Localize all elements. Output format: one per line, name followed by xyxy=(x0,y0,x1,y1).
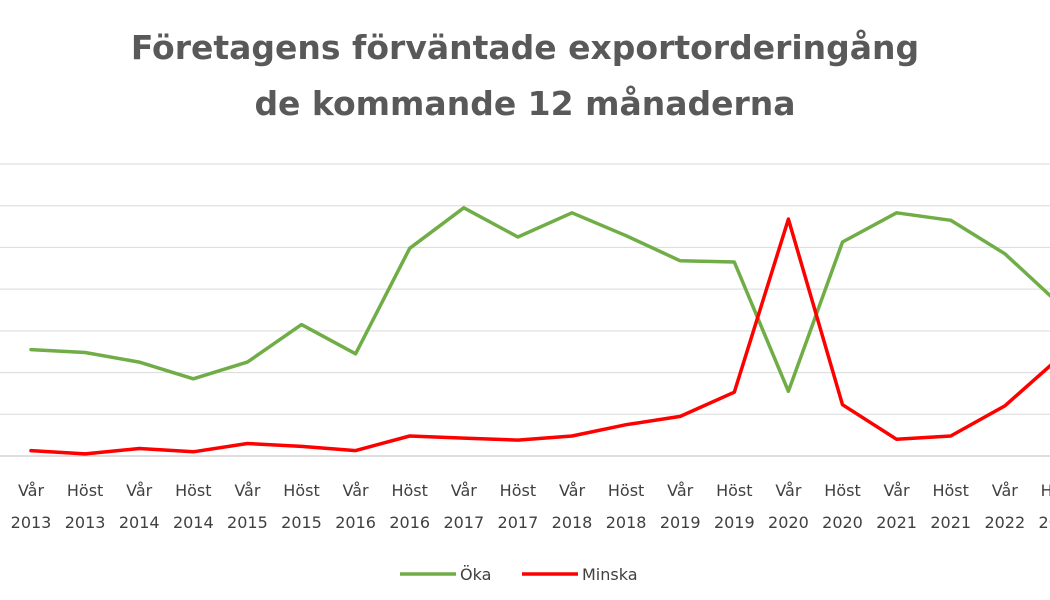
x-tick-label-year: 2016 xyxy=(335,513,376,532)
x-tick-label-season: Höst xyxy=(175,481,211,500)
chart-title-line-2: de kommande 12 månaderna xyxy=(254,84,796,123)
x-tick-label-year: 2017 xyxy=(498,513,539,532)
legend-label-oka: Öka xyxy=(460,565,491,584)
x-tick-label-season: Vår xyxy=(343,481,370,500)
x-tick-label-year: 2016 xyxy=(389,513,430,532)
x-tick-label-season: Vår xyxy=(559,481,586,500)
x-tick-label-year: 2018 xyxy=(606,513,647,532)
x-tick-label-year: 2015 xyxy=(227,513,268,532)
x-tick-label-season: Vår xyxy=(234,481,261,500)
x-tick-label-season: Vår xyxy=(775,481,802,500)
x-tick-label-season: Höst xyxy=(283,481,319,500)
x-tick-label-season: Vår xyxy=(884,481,911,500)
chart-title: Företagens förväntade exportorderingång … xyxy=(0,20,1050,132)
x-tick-label-year: 2013 xyxy=(11,513,52,532)
x-tick-label-season: Höst xyxy=(67,481,103,500)
x-tick-label-year: 2021 xyxy=(876,513,917,532)
chart-title-line-1: Företagens förväntade exportorderingång xyxy=(130,28,920,67)
x-tick-label-year: 2022 xyxy=(984,513,1025,532)
x-tick-label-year: 2013 xyxy=(65,513,106,532)
x-tick-label-season: Höst xyxy=(500,481,536,500)
x-tick-label-year: 2020 xyxy=(822,513,863,532)
x-tick-label-year: 2019 xyxy=(714,513,755,532)
x-tick-label-season: Höst xyxy=(1041,481,1050,500)
x-tick-label-year: 2014 xyxy=(119,513,160,532)
x-tick-label-year: 2022 xyxy=(1039,513,1050,532)
x-tick-label-year: 2021 xyxy=(930,513,971,532)
x-tick-label-year: 2019 xyxy=(660,513,701,532)
x-tick-label-season: Vår xyxy=(451,481,478,500)
x-tick-label-year: 2018 xyxy=(552,513,593,532)
legend: Öka Minska xyxy=(400,565,638,584)
x-tick-label-season: Höst xyxy=(824,481,860,500)
x-tick-label-season: Vår xyxy=(126,481,153,500)
x-tick-label-season: Höst xyxy=(932,481,968,500)
x-tick-label-season: Vår xyxy=(667,481,694,500)
legend-label-minska: Minska xyxy=(582,565,638,584)
x-tick-label-season: Höst xyxy=(608,481,644,500)
x-tick-label-year: 2017 xyxy=(443,513,484,532)
x-tick-label-year: 2015 xyxy=(281,513,322,532)
series-line-minska xyxy=(29,217,1050,456)
x-tick-label-season: Höst xyxy=(716,481,752,500)
x-tick-label-year: 2020 xyxy=(768,513,809,532)
x-tick-label-season: Höst xyxy=(391,481,427,500)
series-lines xyxy=(29,206,1050,456)
x-tick-label-season: Vår xyxy=(18,481,45,500)
x-axis-tick-labels: Vår 2013 Höst 2013 Vår 2014 Höst 2014 Vår 2015 Hös… xyxy=(11,481,1050,532)
series-line-oka xyxy=(29,206,1050,394)
x-tick-label-season: Vår xyxy=(992,481,1019,500)
gridlines xyxy=(0,163,1050,457)
x-tick-label-year: 2014 xyxy=(173,513,214,532)
